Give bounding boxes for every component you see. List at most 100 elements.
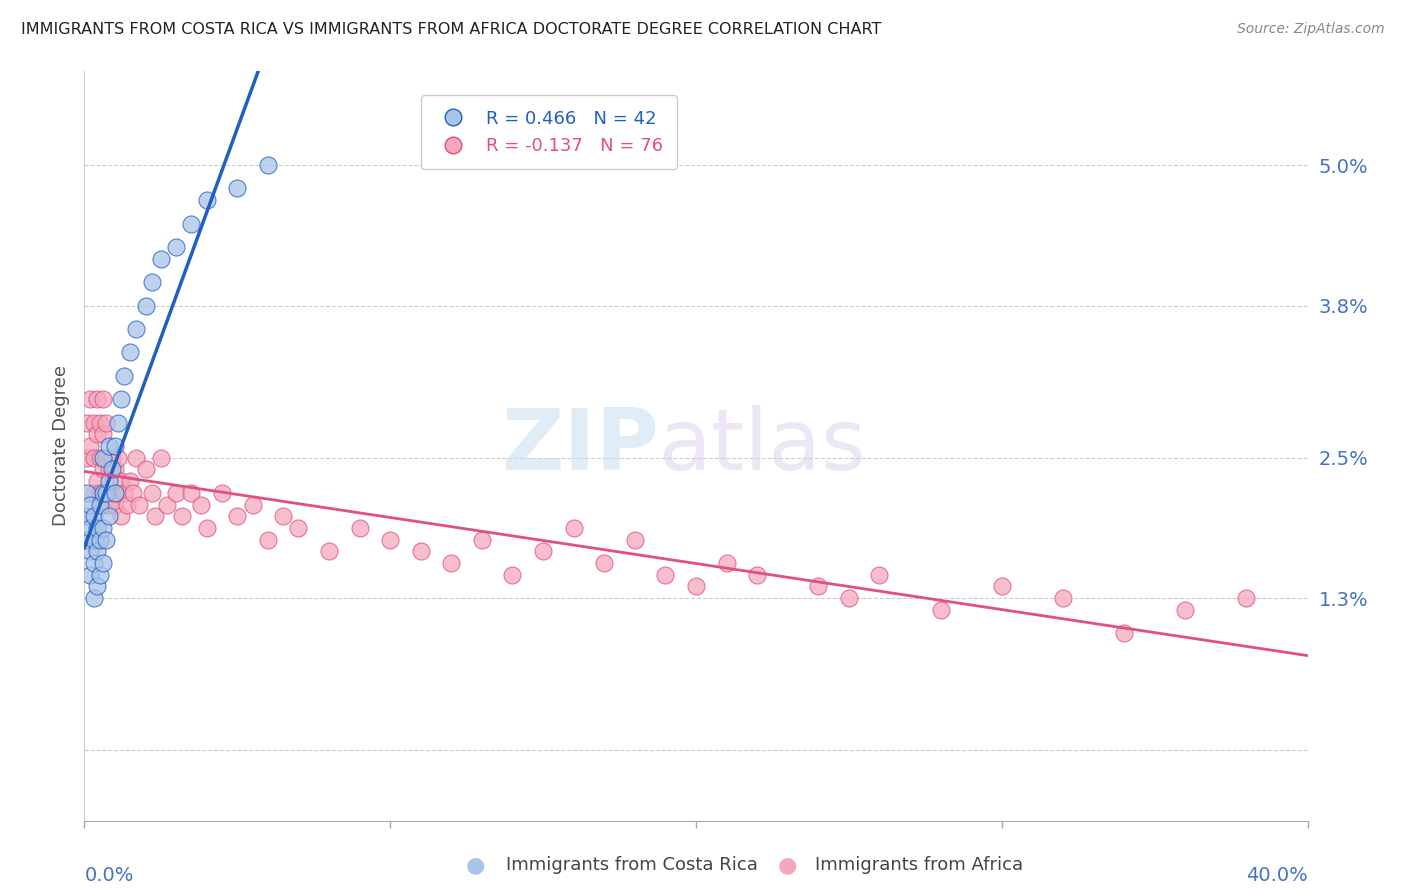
Point: [156, 498, 179, 512]
Point: [349, 521, 371, 535]
Point: [79, 498, 101, 512]
Point: [502, 567, 524, 582]
Point: [226, 509, 249, 524]
Point: [104, 462, 127, 476]
Point: [318, 544, 340, 558]
Point: [94, 485, 117, 500]
Point: [83, 509, 105, 524]
Point: [141, 485, 163, 500]
Point: [86, 544, 108, 558]
Point: [107, 416, 129, 430]
Point: [929, 603, 952, 617]
Point: [79, 521, 101, 535]
Text: Immigrants from Costa Rica: Immigrants from Costa Rica: [506, 856, 758, 874]
Point: [195, 521, 218, 535]
Point: [135, 298, 157, 313]
Text: ●: ●: [778, 855, 797, 875]
Point: [471, 533, 494, 547]
Point: [76, 509, 98, 524]
Point: [165, 485, 187, 500]
Point: [89, 450, 111, 465]
Point: [89, 498, 111, 512]
Point: [79, 544, 101, 558]
Point: [654, 567, 676, 582]
Point: [76, 485, 98, 500]
Point: [91, 427, 114, 442]
Point: [165, 240, 187, 254]
Point: [83, 591, 105, 606]
Point: [89, 416, 111, 430]
Point: [86, 392, 108, 407]
Point: [180, 217, 202, 231]
Point: [125, 450, 148, 465]
Text: atlas: atlas: [659, 404, 868, 488]
Point: [91, 556, 114, 570]
Point: [716, 556, 738, 570]
Point: [112, 368, 135, 383]
Point: [94, 416, 117, 430]
Point: [76, 450, 98, 465]
Point: [83, 556, 105, 570]
Point: [97, 474, 120, 488]
Point: [1174, 603, 1197, 617]
Point: [91, 521, 114, 535]
Text: Source: ZipAtlas.com: Source: ZipAtlas.com: [1237, 22, 1385, 37]
Point: [120, 474, 142, 488]
Legend: R = 0.466   N = 42, R = -0.137   N = 76: R = 0.466 N = 42, R = -0.137 N = 76: [420, 95, 678, 169]
Point: [624, 533, 647, 547]
Point: [101, 462, 124, 476]
Point: [257, 158, 280, 172]
Point: [104, 498, 127, 512]
Point: [440, 556, 463, 570]
Point: [141, 275, 163, 289]
Point: [83, 450, 105, 465]
Point: [91, 392, 114, 407]
Point: [91, 450, 114, 465]
Point: [991, 580, 1014, 594]
Point: [83, 416, 105, 430]
Point: [89, 533, 111, 547]
Point: [149, 252, 172, 266]
Point: [97, 509, 120, 524]
Point: [593, 556, 616, 570]
Point: [110, 392, 132, 407]
Point: [89, 567, 111, 582]
Point: [1114, 626, 1136, 640]
Point: [110, 474, 132, 488]
Point: [409, 544, 432, 558]
Point: [79, 567, 101, 582]
Point: [271, 509, 294, 524]
Point: [86, 580, 108, 594]
Point: [101, 450, 124, 465]
Point: [287, 521, 309, 535]
Point: [125, 322, 148, 336]
Point: [91, 462, 114, 476]
Point: [531, 544, 554, 558]
Point: [122, 485, 145, 500]
Text: 0.0%: 0.0%: [84, 865, 134, 885]
Point: [172, 509, 194, 524]
Point: [869, 567, 891, 582]
Point: [380, 533, 402, 547]
Point: [195, 193, 218, 207]
Point: [83, 485, 105, 500]
Point: [838, 591, 860, 606]
Point: [112, 485, 135, 500]
Point: [76, 533, 98, 547]
Point: [79, 439, 101, 453]
Point: [211, 485, 233, 500]
Point: [89, 485, 111, 500]
Point: [1052, 591, 1074, 606]
Point: [86, 427, 108, 442]
Point: [94, 485, 117, 500]
Y-axis label: Doctorate Degree: Doctorate Degree: [52, 366, 70, 526]
Point: [79, 392, 101, 407]
Text: ZIP: ZIP: [502, 404, 659, 488]
Point: [120, 345, 142, 359]
Text: Immigrants from Africa: Immigrants from Africa: [815, 856, 1024, 874]
Point: [257, 533, 280, 547]
Point: [86, 474, 108, 488]
Point: [242, 498, 264, 512]
Point: [101, 485, 124, 500]
Point: [226, 181, 249, 195]
